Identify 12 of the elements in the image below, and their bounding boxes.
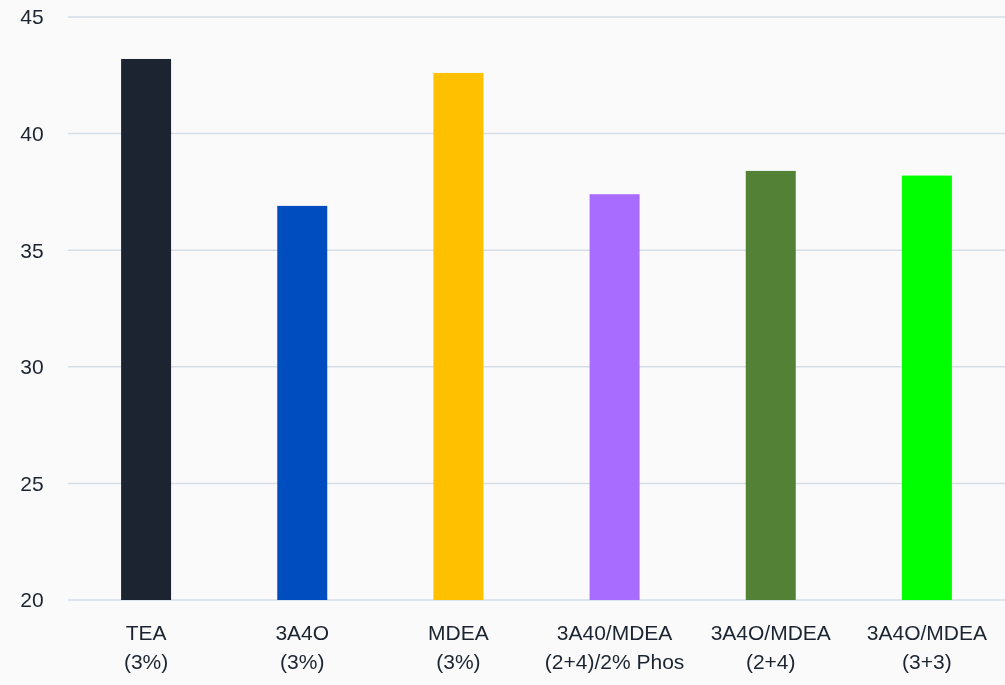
x-tick-label: MDEA (3%) (428, 621, 489, 673)
y-tick-label: 35 (20, 238, 44, 262)
x-tick-label: 3A4O/MDEA (3+3) (866, 621, 988, 673)
y-tick-label: 30 (20, 355, 44, 379)
y-tick-label: 45 (20, 5, 44, 29)
x-tick-label: 3A4O/MDEA (2+4) (710, 621, 831, 673)
y-tick-label: 20 (20, 588, 44, 612)
y-tick-label: 40 (20, 121, 44, 145)
y-tick-label: 25 (20, 471, 44, 495)
x-tick-label: TEA (3%) (123, 621, 169, 673)
x-tick-label: 3A4O (3%) (275, 621, 330, 673)
x-tick-label: 3A40/MDEA (2+4)/2% Phos (544, 621, 685, 673)
